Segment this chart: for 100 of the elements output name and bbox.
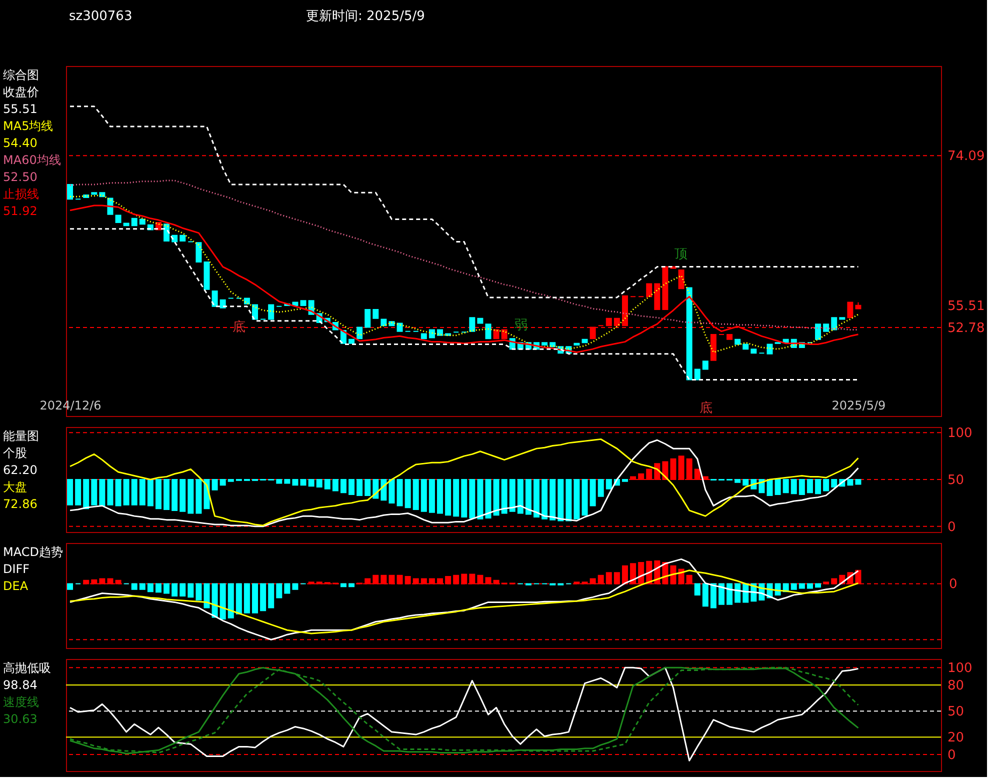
bar: [774, 479, 781, 495]
y-tick-label: 100: [948, 661, 972, 676]
text: 高抛低吸: [3, 661, 51, 675]
bar: [300, 479, 306, 486]
bar: [340, 479, 346, 494]
bar: [493, 479, 500, 516]
candlestick: [831, 317, 838, 330]
bar: [718, 583, 724, 605]
bar: [477, 479, 484, 520]
text: DEA: [3, 579, 29, 593]
candlestick: [847, 302, 854, 318]
bar: [574, 479, 580, 520]
bar: [348, 479, 355, 495]
bar: [517, 479, 524, 514]
text: 62.20: [3, 463, 38, 477]
bar: [798, 479, 805, 495]
bar: [766, 479, 773, 496]
bar: [356, 479, 363, 496]
candlestick: [364, 309, 371, 328]
bar: [566, 479, 572, 522]
bar: [276, 479, 282, 484]
bar: [212, 479, 218, 490]
bar: [855, 479, 862, 485]
bar: [790, 583, 797, 590]
line-series: [69, 228, 859, 380]
bar: [107, 479, 114, 506]
text: MA5均线: [3, 119, 54, 133]
text: 大盘: [3, 480, 27, 494]
bar: [204, 583, 210, 608]
bar: [268, 583, 274, 608]
bar: [180, 583, 186, 597]
bar: [742, 479, 749, 486]
bar: [396, 479, 403, 506]
annotation: 顶: [674, 247, 688, 262]
line-series: [69, 106, 859, 298]
bar: [412, 479, 419, 510]
candlestick: [815, 324, 822, 340]
bar: [806, 479, 813, 494]
annotation: 底: [700, 401, 712, 416]
y-tick-label: 74.09: [948, 149, 985, 164]
bar: [67, 583, 74, 590]
bar: [831, 578, 838, 584]
bar: [670, 565, 676, 584]
text: DIFF: [3, 562, 30, 576]
bar: [847, 479, 854, 486]
bar: [244, 583, 250, 614]
bar: [196, 479, 202, 514]
bar: [123, 479, 130, 506]
bar: [340, 583, 346, 588]
text: 98.84: [3, 678, 38, 692]
annotation: 底: [232, 320, 246, 335]
bar: [436, 479, 443, 514]
text: 收盘价: [3, 85, 39, 99]
bar: [99, 479, 106, 506]
bar: [469, 479, 476, 518]
bar: [806, 583, 813, 589]
bar: [131, 583, 138, 590]
bar: [694, 583, 700, 596]
bar: [164, 479, 170, 510]
candlestick: [678, 270, 684, 290]
text: 个股: [3, 446, 27, 460]
bar: [453, 479, 460, 517]
candlestick: [356, 326, 363, 340]
text: 54.40: [3, 136, 38, 150]
legend-title: MACD趋势: [3, 545, 63, 559]
bar: [308, 479, 314, 487]
bar: [276, 583, 282, 598]
bar: [726, 583, 733, 605]
candlestick: [646, 283, 652, 298]
bar: [220, 583, 226, 620]
bar: [734, 479, 741, 483]
bar: [172, 479, 178, 511]
bar: [139, 479, 146, 506]
bar: [292, 479, 298, 486]
bar: [509, 479, 516, 512]
bar: [284, 583, 290, 594]
line-series: [69, 180, 859, 330]
bar: [252, 583, 258, 614]
bar: [501, 479, 508, 514]
bar: [155, 479, 162, 510]
y-tick-label: 20: [948, 730, 964, 746]
bar: [332, 479, 338, 492]
bar: [823, 479, 830, 492]
bar: [155, 583, 162, 593]
y-tick-label: 100: [948, 426, 972, 442]
y-tick-label: 50: [948, 473, 964, 488]
bar: [534, 479, 540, 518]
legend-title: 能量图: [3, 429, 39, 443]
bar: [453, 574, 460, 584]
legend-title: 综合图: [3, 68, 39, 82]
bar: [196, 583, 202, 600]
x-tick-label: 2025/5/9: [832, 398, 886, 412]
bar: [180, 479, 186, 512]
bar: [147, 583, 154, 592]
bar: [212, 583, 218, 618]
bar: [428, 479, 435, 513]
bar: [228, 583, 234, 618]
candlestick: [164, 224, 170, 242]
bar: [734, 583, 741, 603]
text: 72.86: [3, 497, 38, 511]
